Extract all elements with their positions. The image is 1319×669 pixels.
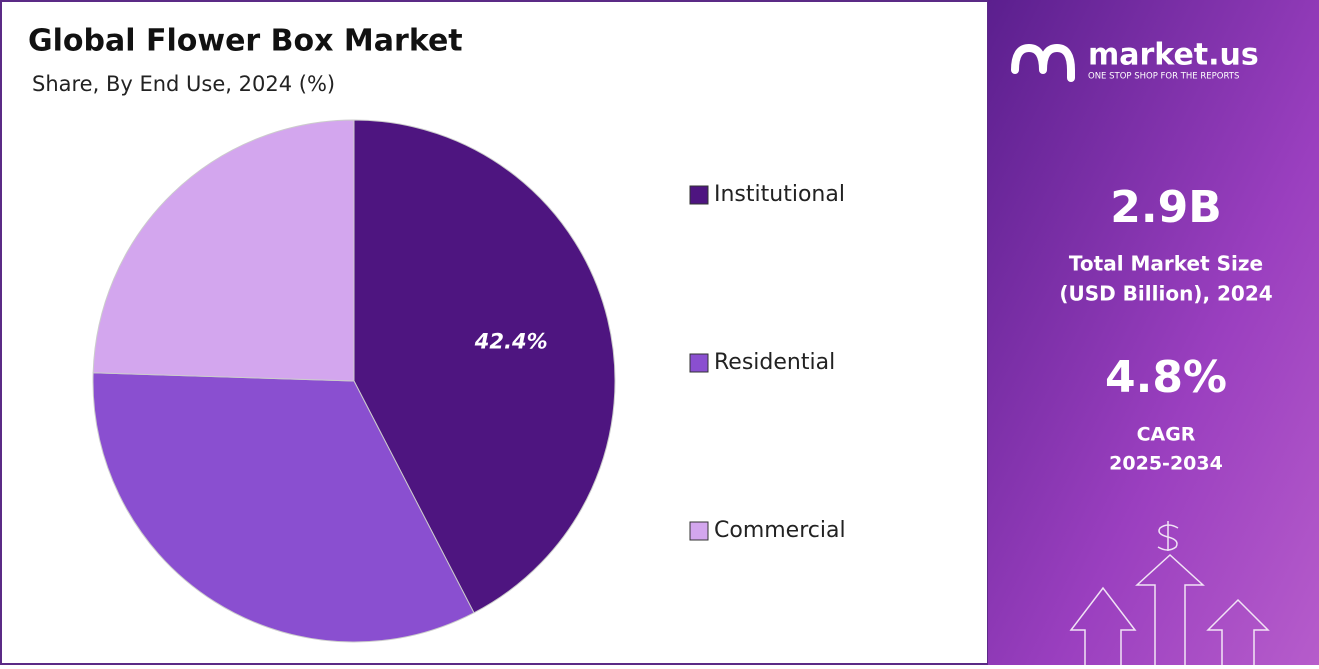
logo-icon (1011, 43, 1075, 82)
legend-swatch (689, 521, 709, 541)
legend-label: Residential (714, 350, 835, 375)
cagr: 4.8% (1105, 352, 1227, 403)
legend-swatch (689, 353, 709, 373)
side-panel (988, 0, 1319, 665)
chart-subtitle: Share, By End Use, 2024 (%) (32, 72, 335, 96)
arrows-decoration (1069, 521, 1270, 665)
pie: 42.4% (92, 119, 616, 643)
market-size-label: (USD Billion), 2024 (1059, 282, 1272, 306)
pie-slice (92, 119, 355, 382)
logo: market.us ONE STOP SHOP FOR THE REPORTS (1011, 38, 1259, 82)
tagline: ONE STOP SHOP FOR THE REPORTS (1088, 72, 1239, 82)
cagr-label: 2025-2034 (1109, 453, 1223, 475)
legend-label: Institutional (714, 182, 845, 207)
pie-slice (353, 119, 616, 614)
brand: market.us (1088, 38, 1259, 73)
legend-swatch (689, 185, 709, 205)
legend: Institutional Residential Commercial (689, 182, 846, 543)
data-label: 42.4% (474, 330, 548, 354)
chart-title: Global Flower Box Market (28, 24, 463, 59)
legend-label: Commercial (714, 518, 846, 543)
pie-slice (92, 372, 475, 643)
cagr-label: CAGR (1137, 424, 1196, 446)
market-size-label: Total Market Size (1069, 252, 1263, 276)
market-size: 2.9B (1110, 182, 1221, 233)
